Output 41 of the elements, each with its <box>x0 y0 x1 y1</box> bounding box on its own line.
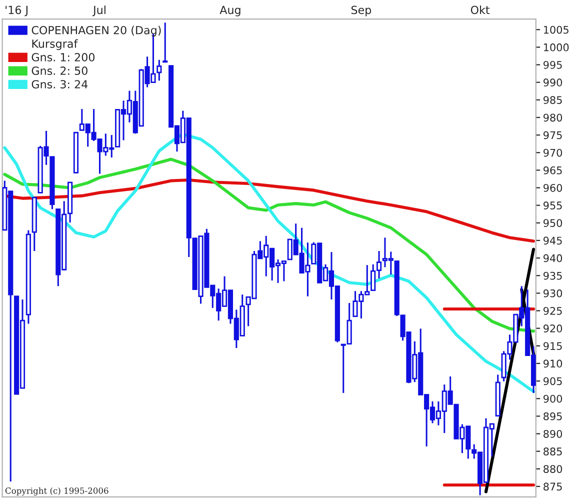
y-tick-label: 920 <box>544 324 562 332</box>
y-tick-label: 945 <box>544 236 562 245</box>
y-tick-label: 1000 <box>544 43 569 52</box>
y-tick-label: 990 <box>544 78 562 86</box>
y-tick-label: 930 <box>544 289 562 298</box>
x-tick-label: Sep <box>351 6 372 16</box>
y-tick-label: 905 <box>544 377 562 386</box>
y-tick-label: 950 <box>544 219 562 227</box>
y-tick-label: 910 <box>544 360 562 368</box>
y-tick-label: 915 <box>544 342 562 350</box>
y-tick-label: 995 <box>544 60 562 69</box>
y-tick-label: 875 <box>544 482 562 491</box>
y-tick-label: 935 <box>544 272 562 280</box>
y-tick-label: 900 <box>544 394 562 403</box>
x-tick-label: Jul <box>92 6 106 16</box>
legend-label: Gns. 1: 200 <box>32 53 95 62</box>
y-tick-label: 975 <box>544 131 562 140</box>
y-tick-label: 890 <box>544 430 562 438</box>
legend-label: Gns. 3: 24 <box>32 80 88 88</box>
legend-label: Gns. 2: 50 <box>32 66 88 75</box>
y-tick-label: 885 <box>544 448 562 456</box>
candlestick <box>156 59 162 82</box>
x-tick-label: Okt <box>470 6 490 14</box>
x-tick-label: Aug <box>220 6 240 16</box>
y-tick-label: 985 <box>544 96 562 104</box>
y-tick-label: 970 <box>544 148 562 157</box>
y-tick-label: 1005 <box>544 26 568 34</box>
y-tick-label: 980 <box>544 114 562 122</box>
y-tick-label: 925 <box>544 306 562 315</box>
y-tick-label: 955 <box>544 202 562 210</box>
legend-label: COPENHAGEN 20 (Dag) <box>32 26 161 36</box>
x-tick-label: '16 J <box>6 6 28 16</box>
legend-title: Kursgraf <box>32 39 78 50</box>
annotation: Copyright (c) 1995-2006 <box>5 487 108 496</box>
y-tick-label: 965 <box>544 166 562 174</box>
candlestick <box>162 22 168 63</box>
y-tick-label: 940 <box>544 254 562 262</box>
line-series <box>3 158 536 333</box>
y-tick-label: 960 <box>544 184 562 192</box>
y-tick-label: 880 <box>544 465 562 473</box>
y-tick-label: 895 <box>544 412 562 420</box>
